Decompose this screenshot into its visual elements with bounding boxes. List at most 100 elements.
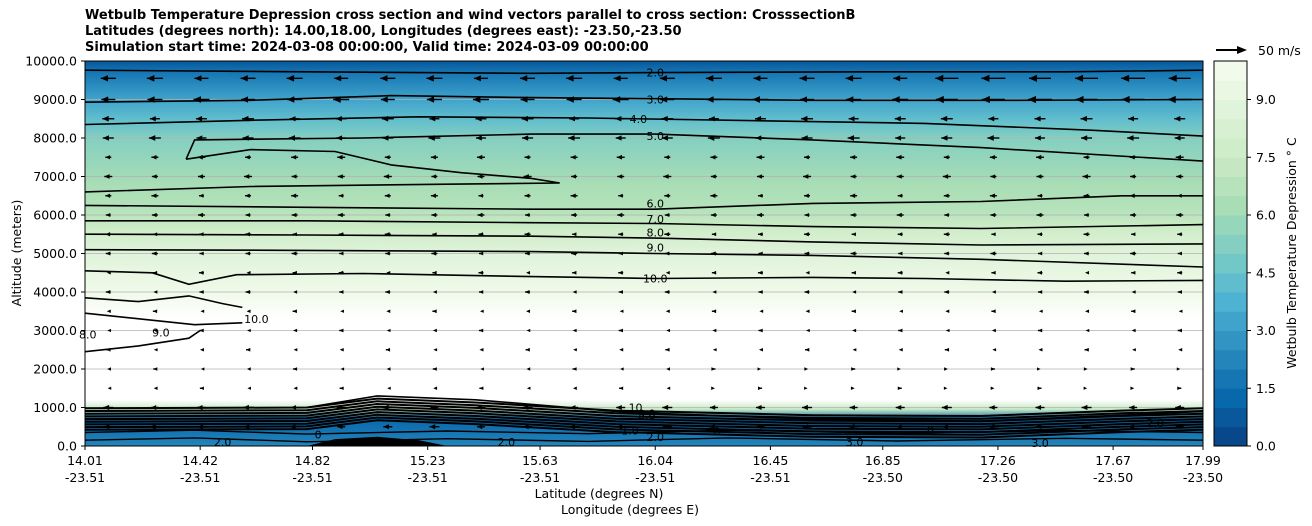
contour-line	[85, 233, 1203, 246]
wind-vector-head	[386, 309, 391, 314]
wind-vector-head	[432, 328, 437, 333]
x-tick-label-lon: -23.51	[635, 470, 675, 485]
wind-vector-head	[1084, 251, 1089, 256]
colorbar-step	[1214, 157, 1247, 177]
wind-vector-head	[571, 174, 576, 179]
wind-vector-head	[338, 193, 344, 198]
wind-vector-head	[426, 74, 434, 82]
wind-vector-head	[1130, 174, 1135, 179]
wind-vector-head	[712, 290, 717, 294]
wind-vector-head	[660, 96, 668, 103]
wind-vector-head	[148, 135, 156, 141]
wind-vector-head	[433, 386, 438, 390]
wind-vector-head	[664, 212, 670, 218]
wind-key-arrowhead	[1237, 46, 1247, 54]
colorbar-step	[1214, 99, 1247, 120]
wind-vector-head	[990, 367, 995, 371]
wind-vector-head	[1034, 135, 1041, 141]
wind-vector-head	[1038, 347, 1043, 352]
wind-vector-head	[194, 75, 202, 82]
wind-vector-head	[799, 75, 807, 82]
wind-vector-head	[756, 174, 763, 179]
contour-label: 10.0	[643, 273, 668, 286]
wind-vector-head	[102, 135, 109, 141]
wind-vector-head	[1083, 193, 1089, 198]
wind-vector-head	[618, 290, 623, 294]
wind-vector-head	[943, 232, 949, 237]
wind-vector-head	[897, 193, 903, 198]
wind-vector-head	[1130, 367, 1135, 371]
wind-vector-head	[1176, 212, 1182, 218]
wind-vector-head	[665, 309, 670, 314]
wind-vector-head	[432, 290, 437, 294]
wind-vector-head	[386, 270, 391, 275]
wind-vector-head	[896, 212, 902, 218]
wind-vector-head	[105, 251, 111, 256]
wind-vector-head	[805, 270, 810, 275]
wind-vector-head	[104, 174, 110, 179]
wind-vector-head	[477, 212, 483, 218]
colorbar-step	[1214, 369, 1247, 389]
colorbar-step	[1214, 253, 1247, 274]
wind-vector-head	[384, 155, 390, 160]
wind-vector-head	[198, 193, 204, 198]
x-tick-label-lon: -23.51	[408, 470, 448, 485]
wind-vector-head	[940, 115, 948, 122]
contour-label: 9.0	[152, 326, 170, 339]
wind-vector-head	[665, 347, 670, 352]
wind-vector-head	[991, 309, 996, 314]
x-tick-label-lat: 15.63	[522, 453, 558, 468]
contour-label: 0	[927, 425, 934, 438]
y-tick-label: 7000.0	[33, 169, 77, 184]
wind-vector-head	[338, 232, 344, 237]
contour-line	[85, 312, 243, 326]
wind-vector-head	[246, 367, 251, 371]
wind-vector-head	[473, 75, 481, 82]
wind-vector-head	[710, 154, 716, 160]
wind-vector-head	[848, 116, 855, 122]
wind-vector-head	[1037, 290, 1043, 294]
wind-vector-head	[752, 96, 760, 103]
wind-vector-head	[520, 75, 528, 82]
x-tick-label-lon: -23.51	[520, 470, 560, 485]
y-axis: 0.0 1000.0 2000.0 3000.0 4000.0 5000.0 6000.0 7…	[25, 54, 85, 454]
wind-vector-head	[892, 96, 900, 103]
wind-vector-head	[335, 116, 342, 122]
colorbar-step	[1214, 118, 1247, 139]
wind-vector-head	[200, 367, 205, 371]
title-line-3: Simulation start time: 2024-03-08 00:00:…	[85, 40, 649, 55]
wind-vector-head	[245, 232, 250, 237]
wind-vector-head	[433, 348, 438, 352]
wind-vector-head	[943, 386, 948, 390]
wind-vector-head	[664, 193, 670, 198]
wind-vector-head	[289, 424, 296, 430]
wind-vector-head	[291, 174, 297, 179]
colorbar-step	[1214, 234, 1247, 254]
wind-vector-head	[1082, 424, 1088, 430]
wind-vector-head	[1037, 386, 1042, 391]
wind-vector-head	[430, 193, 436, 199]
wind-vector-head	[615, 135, 622, 141]
terrain-mound	[306, 436, 448, 446]
wind-vector-head	[1129, 405, 1135, 410]
wind-vector-head	[944, 347, 950, 352]
wind-vector-head	[1127, 135, 1134, 141]
wind-vector-head	[288, 135, 296, 141]
colorbar-step	[1214, 407, 1247, 428]
wind-vector-head	[105, 289, 111, 295]
wind-vector-head	[1081, 404, 1088, 411]
wind-vector-head	[1037, 328, 1043, 333]
wind-vector-head	[291, 193, 297, 199]
wind-vector-head	[758, 386, 763, 391]
contour-line-surface	[85, 419, 1203, 439]
x-tick-label-lon: -23.51	[180, 470, 220, 485]
title-line-2: Latitudes (degrees north): 14.00,18.00, …	[85, 24, 682, 39]
wind-vector-head	[1174, 116, 1181, 122]
wind-vector-head	[106, 270, 111, 275]
wind-vector-head	[1131, 290, 1136, 294]
wind-vector-head	[336, 135, 343, 141]
wind-vector-head	[152, 270, 158, 275]
wind-vector-head	[428, 135, 435, 141]
wind-vector-head	[706, 96, 714, 103]
wind-vector-head	[850, 212, 856, 218]
